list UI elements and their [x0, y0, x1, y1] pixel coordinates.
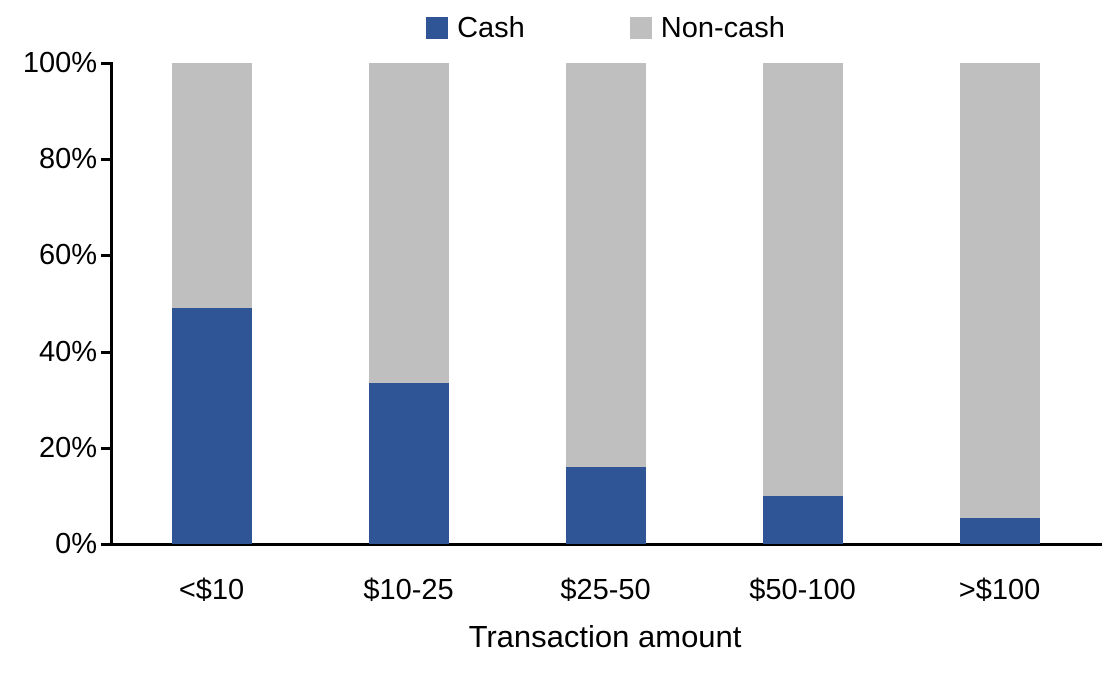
- x-axis-tick-label: $50-100: [749, 574, 856, 606]
- bar-segment-cash-4: [959, 517, 1040, 544]
- y-axis-tick-label: 80%: [38, 143, 97, 176]
- y-axis-tick: [101, 446, 113, 450]
- y-axis-line: [110, 63, 113, 545]
- legend: Cash Non-cash: [113, 12, 1098, 44]
- bar-segment-cash-1: [368, 382, 449, 544]
- x-axis-tick-label: >$100: [958, 574, 1041, 606]
- x-axis-tick-label: $25-50: [560, 574, 651, 606]
- y-axis-tick-label: 20%: [38, 431, 97, 464]
- bar-segment-cash-3: [762, 495, 843, 544]
- legend-item-non-cash: Non-cash: [629, 12, 785, 44]
- bar-segment-cash-2: [565, 467, 646, 544]
- y-axis-tick-label: 0%: [55, 528, 97, 560]
- bar-segment-non-cash-4: [959, 63, 1040, 518]
- y-axis-tick: [101, 158, 113, 162]
- bar-segment-non-cash-0: [171, 63, 252, 309]
- bar-segment-cash-0: [171, 308, 252, 544]
- legend-label-cash: Cash: [457, 12, 525, 44]
- y-axis-tick-label: 100%: [22, 47, 97, 79]
- y-axis-tick: [101, 62, 113, 65]
- legend-label-non-cash: Non-cash: [660, 12, 785, 44]
- x-axis-line: [103, 543, 1102, 546]
- bar-segment-non-cash-1: [368, 63, 449, 383]
- y-axis-tick-label: 60%: [38, 239, 97, 272]
- non-cash-legend-swatch-icon: [629, 17, 652, 39]
- y-axis-tick: [101, 350, 113, 354]
- bar-segment-non-cash-2: [565, 63, 646, 468]
- x-axis-tick-label: <$10: [178, 574, 245, 606]
- y-axis-tick: [101, 254, 113, 258]
- cash-legend-swatch-icon: [426, 17, 449, 39]
- bar-segment-non-cash-3: [762, 63, 843, 496]
- x-axis-title: Transaction amount: [468, 619, 742, 654]
- x-axis-tick-label: $10-25: [363, 574, 454, 606]
- y-axis-tick-label: 40%: [38, 335, 97, 368]
- legend-item-cash: Cash: [426, 12, 525, 44]
